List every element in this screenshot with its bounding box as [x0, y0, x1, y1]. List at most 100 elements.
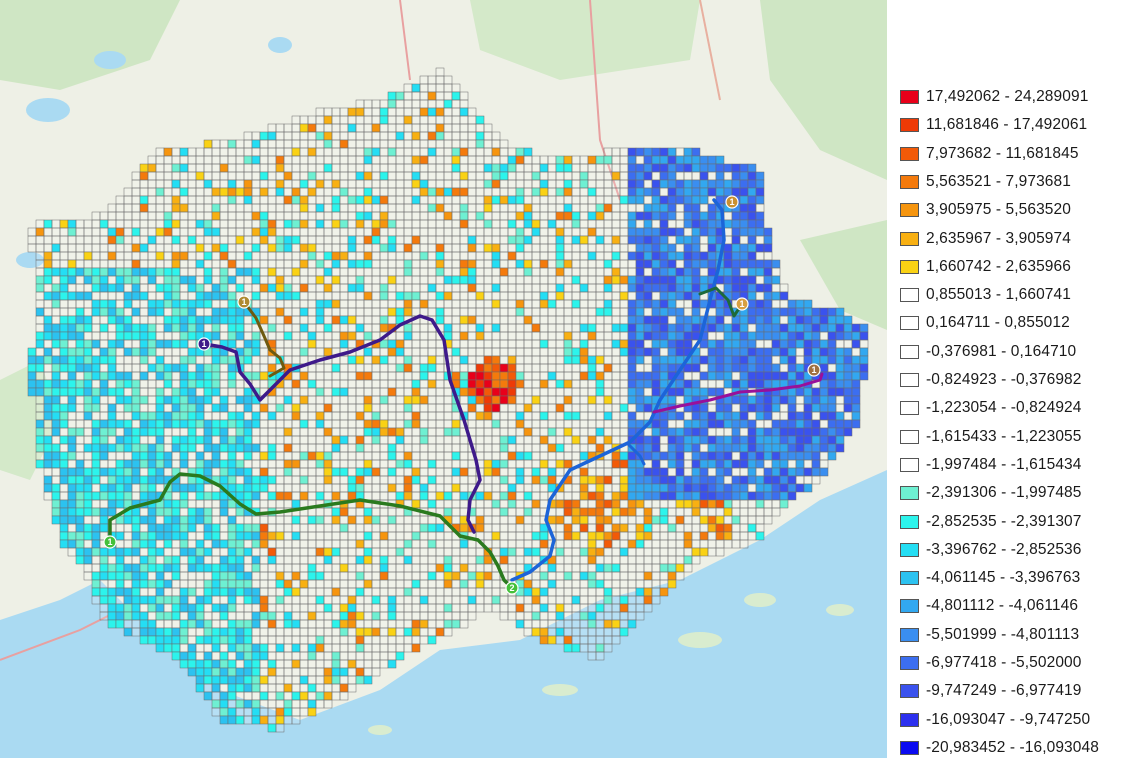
grid-cell — [275, 499, 285, 509]
grid-cell — [291, 451, 301, 461]
grid-cell — [683, 155, 693, 165]
grid-cell — [99, 427, 109, 437]
grid-cell — [339, 419, 349, 429]
grid-cell — [387, 491, 397, 501]
grid-cell — [491, 235, 501, 245]
grid-cell — [275, 459, 285, 469]
grid-cell — [43, 387, 53, 397]
grid-cell — [83, 491, 93, 501]
grid-cell — [155, 339, 165, 349]
grid-cell — [67, 523, 77, 533]
grid-cell — [643, 499, 653, 509]
grid-cell — [419, 467, 429, 477]
grid-cell — [379, 123, 389, 133]
grid-cell — [427, 115, 437, 125]
grid-cell — [339, 171, 349, 181]
grid-cell — [451, 179, 461, 189]
grid-cell — [699, 515, 709, 525]
grid-cell — [635, 371, 645, 381]
grid-cell — [331, 435, 341, 445]
grid-cell — [707, 259, 717, 269]
grid-cell — [755, 483, 765, 493]
grid-cell — [531, 243, 541, 253]
grid-cell — [419, 443, 429, 453]
grid-cell — [107, 491, 117, 501]
grid-cell — [291, 219, 301, 229]
grid-cell — [179, 331, 189, 341]
grid-cell — [739, 211, 749, 221]
grid-cell — [99, 411, 109, 421]
grid-cell — [315, 275, 325, 285]
grid-cell — [403, 387, 413, 397]
grid-cell — [347, 395, 357, 405]
grid-cell — [523, 283, 533, 293]
grid-cell — [771, 355, 781, 365]
grid-cell — [371, 451, 381, 461]
grid-cell — [411, 331, 421, 341]
grid-cell — [291, 427, 301, 437]
grid-cell — [499, 339, 509, 349]
grid-cell — [427, 155, 437, 165]
grid-cell — [539, 211, 549, 221]
grid-cell — [91, 491, 101, 501]
grid-cell — [179, 411, 189, 421]
grid-cell — [619, 547, 629, 557]
grid-cell — [563, 163, 573, 173]
grid-cell — [571, 171, 581, 181]
grid-cell — [267, 499, 277, 509]
grid-cell — [619, 323, 629, 333]
grid-cell — [195, 507, 205, 517]
grid-cell — [763, 347, 773, 357]
grid-cell — [811, 411, 821, 421]
grid-cell — [579, 323, 589, 333]
grid-cell — [611, 251, 621, 261]
grid-cell — [371, 419, 381, 429]
grid-cell — [363, 419, 373, 429]
grid-cell — [203, 523, 213, 533]
grid-cell — [651, 227, 661, 237]
grid-cell — [803, 443, 813, 453]
grid-cell — [451, 507, 461, 517]
grid-cell — [371, 387, 381, 397]
grid-cell — [339, 203, 349, 213]
grid-cell — [251, 515, 261, 525]
grid-cell — [67, 243, 77, 253]
grid-cell — [595, 195, 605, 205]
grid-cell — [67, 283, 77, 293]
grid-cell — [571, 491, 581, 501]
grid-cell — [475, 123, 485, 133]
grid-cell — [435, 403, 445, 413]
grid-cell — [619, 459, 629, 469]
grid-cell — [579, 499, 589, 509]
grid-cell — [403, 131, 413, 141]
grid-cell — [651, 475, 661, 485]
grid-cell — [491, 307, 501, 317]
grid-cell — [707, 371, 717, 381]
grid-cell — [483, 251, 493, 261]
grid-cell — [227, 467, 237, 477]
grid-cell — [691, 475, 701, 485]
grid-cell — [179, 531, 189, 541]
grid-cell — [299, 451, 309, 461]
grid-cell — [395, 443, 405, 453]
grid-cell — [603, 187, 613, 197]
grid-cell — [107, 419, 117, 429]
grid-cell — [827, 443, 837, 453]
grid-cell — [675, 291, 685, 301]
grid-cell — [219, 523, 229, 533]
grid-cell — [267, 179, 277, 189]
grid-cell — [323, 187, 333, 197]
grid-cell — [787, 363, 797, 373]
grid-cell — [387, 475, 397, 485]
grid-cell — [203, 243, 213, 253]
grid-cell — [483, 435, 493, 445]
grid-cell — [603, 475, 613, 485]
grid-cell — [675, 275, 685, 285]
grid-cell — [659, 427, 669, 437]
grid-cell — [59, 243, 69, 253]
grid-cell — [459, 155, 469, 165]
grid-cell — [475, 155, 485, 165]
grid-cell — [187, 539, 197, 549]
grid-cell — [219, 547, 229, 557]
